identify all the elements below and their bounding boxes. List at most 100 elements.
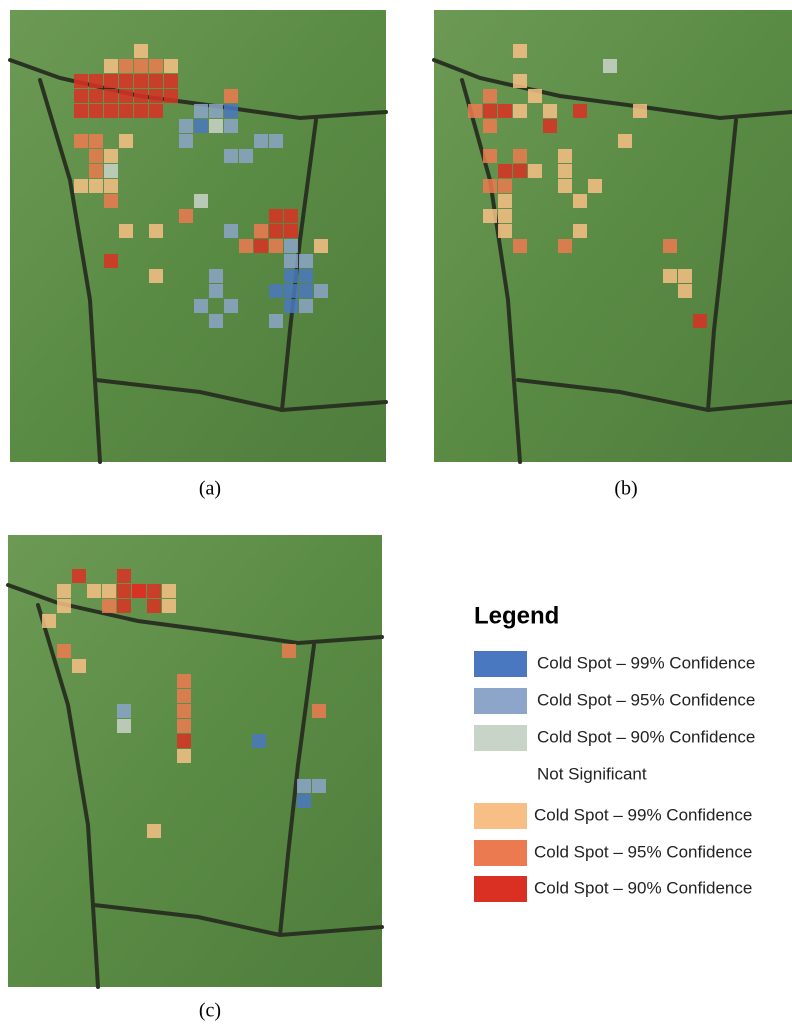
hotspot-cell [117, 719, 131, 733]
hotspot-cell [284, 299, 298, 313]
hotspot-cell [117, 704, 131, 718]
legend-title: Legend [474, 602, 559, 629]
hotspot-cell [252, 734, 266, 748]
hotspot-cell [164, 74, 178, 88]
hotspot-cell [162, 599, 176, 613]
hotspot-cell [42, 614, 56, 628]
hotspot-cell [282, 644, 296, 658]
hotspot-cell [678, 284, 692, 298]
map-panel [434, 10, 792, 462]
hotspot-cell [89, 164, 103, 178]
hotspot-cell [194, 194, 208, 208]
hotspot-cell [89, 134, 103, 148]
hotspot-cell [119, 134, 133, 148]
hotspot-cell [89, 149, 103, 163]
hotspot-cell [134, 74, 148, 88]
legend-label: Cold Spot – 99% Confidence [537, 653, 755, 672]
legend-swatch [474, 651, 527, 677]
hotspot-cell [543, 119, 557, 133]
panel-label: (a) [199, 478, 221, 500]
hotspot-cell [179, 209, 193, 223]
hotspot-cell [89, 89, 103, 103]
hotspot-cell [147, 584, 161, 598]
hotspot-cell [297, 794, 311, 808]
hotspot-cell [132, 584, 146, 598]
hotspot-cell [57, 584, 71, 598]
hotspot-cell [74, 179, 88, 193]
hotspot-cell [177, 674, 191, 688]
hotspot-cell [284, 209, 298, 223]
hotspot-cell [284, 239, 298, 253]
hotspot-cell [74, 134, 88, 148]
hotspot-cell [239, 239, 253, 253]
panel-label: (c) [199, 1000, 221, 1022]
map-panel [10, 10, 386, 462]
hotspot-cell [299, 299, 313, 313]
hotspot-cell [269, 284, 283, 298]
hotspot-cell [528, 164, 542, 178]
hotspot-cell [104, 59, 118, 73]
hotspot-cell [179, 134, 193, 148]
hotspot-cell [269, 224, 283, 238]
hotspot-cell [194, 119, 208, 133]
hotspot-cell [72, 569, 86, 583]
hotspot-cell [194, 104, 208, 118]
hotspot-cell [314, 239, 328, 253]
hotspot-cell [483, 209, 497, 223]
hotspot-cell [224, 119, 238, 133]
hotspot-cell [468, 104, 482, 118]
hotspot-cell [72, 659, 86, 673]
hotspot-cell [119, 59, 133, 73]
hotspot-cell [224, 299, 238, 313]
hotspot-cell [269, 239, 283, 253]
hotspot-cell [117, 569, 131, 583]
legend-swatch [474, 840, 527, 866]
hotspot-cell [177, 704, 191, 718]
hotspot-cell [104, 104, 118, 118]
hotspot-cell [239, 149, 253, 163]
hotspot-cell [693, 314, 707, 328]
hotspot-cell [483, 149, 497, 163]
hotspot-cell [134, 44, 148, 58]
hotspot-cell [102, 584, 116, 598]
hotspot-cell [179, 119, 193, 133]
hotspot-cell [498, 104, 512, 118]
hotspot-cell [119, 74, 133, 88]
hotspot-cell [102, 599, 116, 613]
legend-label: Cold Spot – 90% Confidence [537, 727, 755, 746]
hotspot-cell [74, 74, 88, 88]
hotspot-cell [498, 164, 512, 178]
hotspot-cell [513, 164, 527, 178]
legend-label: Cold Spot – 99% Confidence [534, 805, 752, 824]
hotspot-cell [119, 89, 133, 103]
hotspot-cell [513, 104, 527, 118]
hotspot-cell [678, 269, 692, 283]
hotspot-cell [513, 149, 527, 163]
hotspot-cell [573, 224, 587, 238]
hotspot-cell [134, 59, 148, 73]
hotspot-cell [483, 89, 497, 103]
hotspot-cell [209, 314, 223, 328]
hotspot-cell [104, 194, 118, 208]
hotspot-cell [618, 134, 632, 148]
hotspot-cell [194, 299, 208, 313]
hotspot-cell [104, 89, 118, 103]
hotspot-cell [269, 134, 283, 148]
hotspot-cell [104, 254, 118, 268]
hotspot-cell [284, 254, 298, 268]
hotspot-cell [209, 284, 223, 298]
figure: (a) (b) (c) Legend Cold Spot – 99% Confi… [0, 0, 792, 1025]
hotspot-cell [224, 149, 238, 163]
hotspot-cell [119, 104, 133, 118]
panel-label: (b) [614, 478, 637, 500]
hotspot-cell [663, 269, 677, 283]
hotspot-cell [177, 689, 191, 703]
hotspot-cell [284, 269, 298, 283]
hotspot-cell [209, 104, 223, 118]
hotspot-cell [284, 284, 298, 298]
hotspot-cell [299, 284, 313, 298]
hotspot-cell [147, 599, 161, 613]
hotspot-cell [558, 149, 572, 163]
hotspot-cell [297, 779, 311, 793]
